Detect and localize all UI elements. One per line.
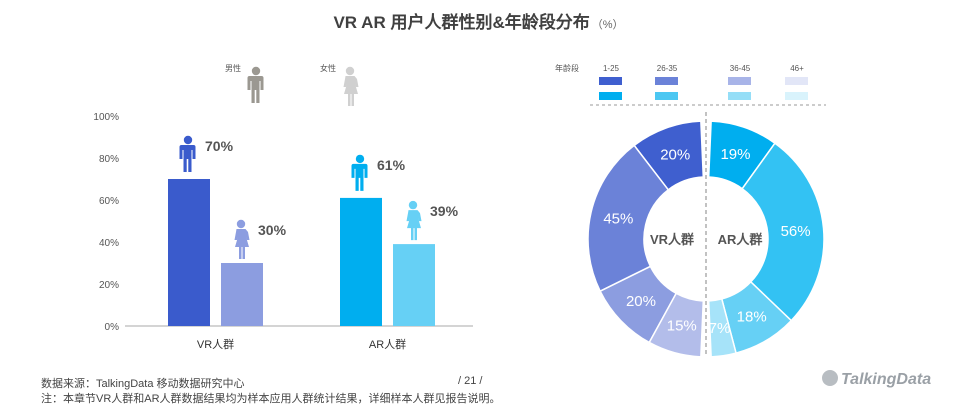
bar: [393, 244, 435, 326]
age-group-label: 1-25: [603, 64, 620, 73]
y-tick-label: 0%: [105, 322, 120, 333]
female-icon: [406, 200, 422, 241]
slice-label: 18%: [737, 309, 767, 326]
slice-label: 15%: [667, 318, 697, 335]
donut-slice: [707, 298, 737, 358]
slice-label: 20%: [660, 146, 690, 163]
legend-swatch-ar: [599, 92, 622, 100]
title-text: VR AR 用户人群性别&年龄段分布: [333, 13, 590, 32]
y-tick-label: 20%: [99, 280, 119, 291]
y-tick-label: 40%: [99, 238, 119, 249]
donut-slice: [741, 142, 825, 322]
legend-swatch-ar: [785, 92, 808, 100]
donut-slice: [648, 292, 705, 358]
slice-label: 20%: [626, 293, 656, 310]
logo-icon: [822, 370, 838, 386]
donut-slice: [587, 144, 670, 293]
logo-text: TalkingData: [841, 371, 932, 388]
female-icon: [234, 219, 250, 259]
male-icon: [179, 135, 196, 172]
bar-chart: 0% 20% 40% 60% 80% 100% 70% 30% VR人群 61% 39% AR人群: [93, 112, 473, 351]
slice-label: 19%: [720, 146, 750, 163]
legend-male-label: 男性: [225, 63, 241, 73]
donut-slice: [599, 265, 678, 344]
age-group-label: 26-35: [657, 64, 678, 73]
page-number: / 21 /: [458, 375, 483, 387]
talkingdata-logo: TalkingData: [822, 370, 931, 389]
page-title: VR AR 用户人群性别&年龄段分布 （%）: [0, 8, 957, 33]
age-legend-title: 年龄段: [555, 63, 579, 73]
y-tick-label: 100%: [93, 112, 119, 123]
x-tick-label: AR人群: [369, 337, 406, 351]
legend-swatch-vr: [785, 77, 808, 85]
legend-swatch-vr: [728, 77, 751, 85]
bar: [340, 197, 382, 326]
legend-male-icon: [247, 66, 264, 103]
legend-female-icon: [343, 66, 359, 106]
slice-label: 45%: [603, 211, 633, 228]
x-tick-label: VR人群: [197, 337, 234, 351]
y-tick-label: 80%: [99, 154, 119, 165]
age-group-label: 36-45: [730, 64, 751, 73]
bar-value-label: 61%: [377, 157, 406, 173]
donut-chart: 20% 45% 20% 15% VR人群 19% 56% 18% 7% AR人群: [587, 120, 825, 358]
title-unit: （%）: [591, 19, 624, 31]
bar: [221, 263, 263, 326]
donut-slice: [633, 120, 705, 191]
y-tick-label: 60%: [99, 196, 119, 207]
male-icon: [351, 154, 368, 191]
bar: [168, 179, 210, 326]
bar-value-label: 30%: [258, 222, 287, 238]
slice-label: 7%: [709, 320, 731, 337]
source-note: 数据来源：TalkingData 移动数据研究中心: [41, 378, 245, 390]
age-legend: 年龄段 1-25 26-35 36-45 46+: [555, 63, 808, 100]
legend-swatch-vr: [655, 77, 678, 85]
legend-female-label: 女性: [320, 63, 336, 73]
legend-swatch-ar: [655, 92, 678, 100]
donut-center-label: AR人群: [718, 232, 763, 247]
legend-swatch-ar: [728, 92, 751, 100]
legend-swatch-vr: [599, 77, 622, 85]
donut-center-label: VR人群: [650, 232, 694, 247]
bar-value-label: 70%: [205, 138, 234, 154]
age-group-label: 46+: [790, 64, 804, 73]
slice-label: 56%: [781, 223, 811, 240]
bar-value-label: 39%: [430, 203, 459, 219]
footnote: 注：本章节VR人群和AR人群数据结果均为样本应用人群统计结果，详细样本人群见报告…: [41, 393, 501, 405]
